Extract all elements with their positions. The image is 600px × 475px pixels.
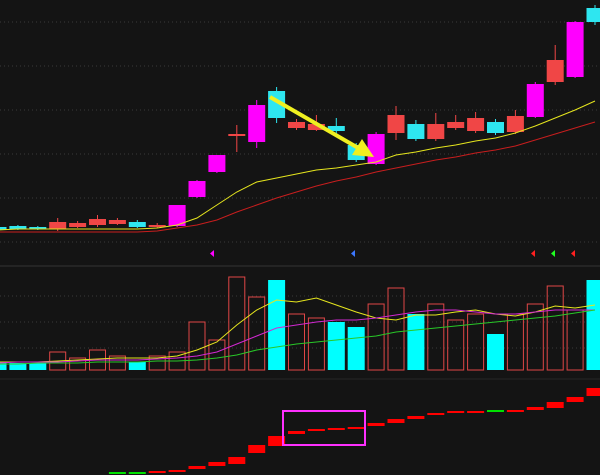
line bbox=[0, 309, 595, 364]
candle-body bbox=[526, 84, 544, 117]
indicator-bar bbox=[447, 411, 465, 413]
marker bbox=[351, 250, 355, 257]
indicator-bar bbox=[208, 462, 226, 466]
volume-bar bbox=[228, 276, 246, 371]
candle-body bbox=[248, 105, 266, 142]
indicator-bar bbox=[566, 397, 584, 402]
candle-body bbox=[307, 124, 325, 130]
indicator-bar bbox=[188, 466, 206, 469]
line bbox=[0, 100, 596, 231]
candle-body bbox=[29, 227, 47, 229]
plot bbox=[0, 5, 600, 474]
candle-body bbox=[288, 122, 305, 128]
volume-bar bbox=[427, 303, 445, 371]
volume-bar bbox=[288, 313, 305, 371]
candle-body bbox=[506, 116, 524, 132]
volume-bar bbox=[128, 362, 146, 370]
candle-body bbox=[49, 222, 67, 229]
volume-bar bbox=[208, 339, 226, 371]
marker bbox=[210, 250, 214, 257]
indicator-bar bbox=[108, 472, 126, 474]
candle-body bbox=[148, 225, 166, 227]
indicator-bar bbox=[487, 410, 504, 412]
volume-bar bbox=[307, 317, 325, 371]
candle-body bbox=[407, 124, 425, 139]
candle-body bbox=[387, 115, 405, 133]
indicator-bar bbox=[148, 471, 166, 473]
volume-bar bbox=[566, 309, 584, 371]
indicator-bar bbox=[307, 429, 325, 431]
marker bbox=[571, 250, 575, 257]
indicator-bar bbox=[347, 427, 365, 429]
candle-body bbox=[108, 220, 126, 224]
line bbox=[0, 309, 596, 365]
volume-bar bbox=[108, 355, 126, 371]
indicator-bar bbox=[228, 457, 246, 464]
candle-body bbox=[586, 8, 600, 22]
indicator-bar bbox=[586, 388, 600, 396]
arrow bbox=[268, 95, 374, 157]
volume-bar bbox=[387, 287, 405, 371]
candle-body bbox=[69, 223, 87, 227]
volume-bar bbox=[407, 314, 425, 370]
volume-bar bbox=[467, 313, 485, 371]
line bbox=[0, 121, 596, 233]
candle-body bbox=[546, 60, 564, 82]
candle-body bbox=[427, 124, 445, 139]
candle-body bbox=[188, 181, 206, 197]
volume-bar bbox=[546, 285, 564, 371]
candle-body bbox=[128, 222, 146, 227]
indicator-bar bbox=[128, 472, 146, 474]
candle-body bbox=[208, 155, 226, 172]
indicator-bar bbox=[467, 411, 485, 413]
candle-body bbox=[0, 227, 7, 230]
candle-body bbox=[467, 118, 485, 131]
marker bbox=[551, 250, 555, 257]
arrow-head bbox=[352, 139, 374, 157]
volume-bar bbox=[526, 303, 544, 371]
indicator-bar bbox=[387, 419, 405, 423]
volume-bar bbox=[0, 363, 7, 370]
candle-body bbox=[228, 134, 246, 136]
indicator-bar bbox=[367, 423, 385, 426]
candle-body bbox=[327, 126, 345, 131]
arrow-shaft bbox=[268, 95, 362, 151]
candle-body bbox=[487, 122, 504, 133]
indicator-bar bbox=[327, 428, 345, 430]
volume-bar bbox=[447, 319, 465, 371]
volume-bar bbox=[327, 322, 345, 370]
indicator-bar bbox=[546, 402, 564, 408]
volume-bar bbox=[268, 280, 286, 370]
indicator-bar bbox=[288, 431, 305, 434]
marker bbox=[531, 250, 535, 257]
volume-bar bbox=[347, 327, 365, 370]
indicator-bar bbox=[248, 445, 266, 453]
volume-bar bbox=[9, 363, 27, 370]
candle-body bbox=[566, 22, 584, 77]
indicator-bar bbox=[268, 436, 286, 446]
volume-bar bbox=[188, 321, 206, 371]
indicator-bar bbox=[407, 416, 425, 419]
indicator-bar bbox=[506, 410, 524, 412]
candle-body bbox=[89, 219, 106, 225]
volume-bar bbox=[586, 280, 600, 370]
indicator-bar bbox=[168, 470, 186, 472]
volume-bar bbox=[248, 296, 266, 371]
indicator-bar bbox=[427, 413, 445, 415]
volume-bar bbox=[487, 334, 504, 370]
candle-body bbox=[447, 122, 465, 128]
indicator-bar bbox=[526, 407, 544, 410]
candle-body bbox=[9, 226, 27, 229]
grid bbox=[0, 21, 600, 349]
volume-bar bbox=[29, 363, 47, 370]
volume-bar bbox=[69, 357, 87, 371]
volume-bar bbox=[148, 355, 166, 371]
highlight-box bbox=[282, 410, 366, 446]
candle-body bbox=[168, 205, 186, 226]
